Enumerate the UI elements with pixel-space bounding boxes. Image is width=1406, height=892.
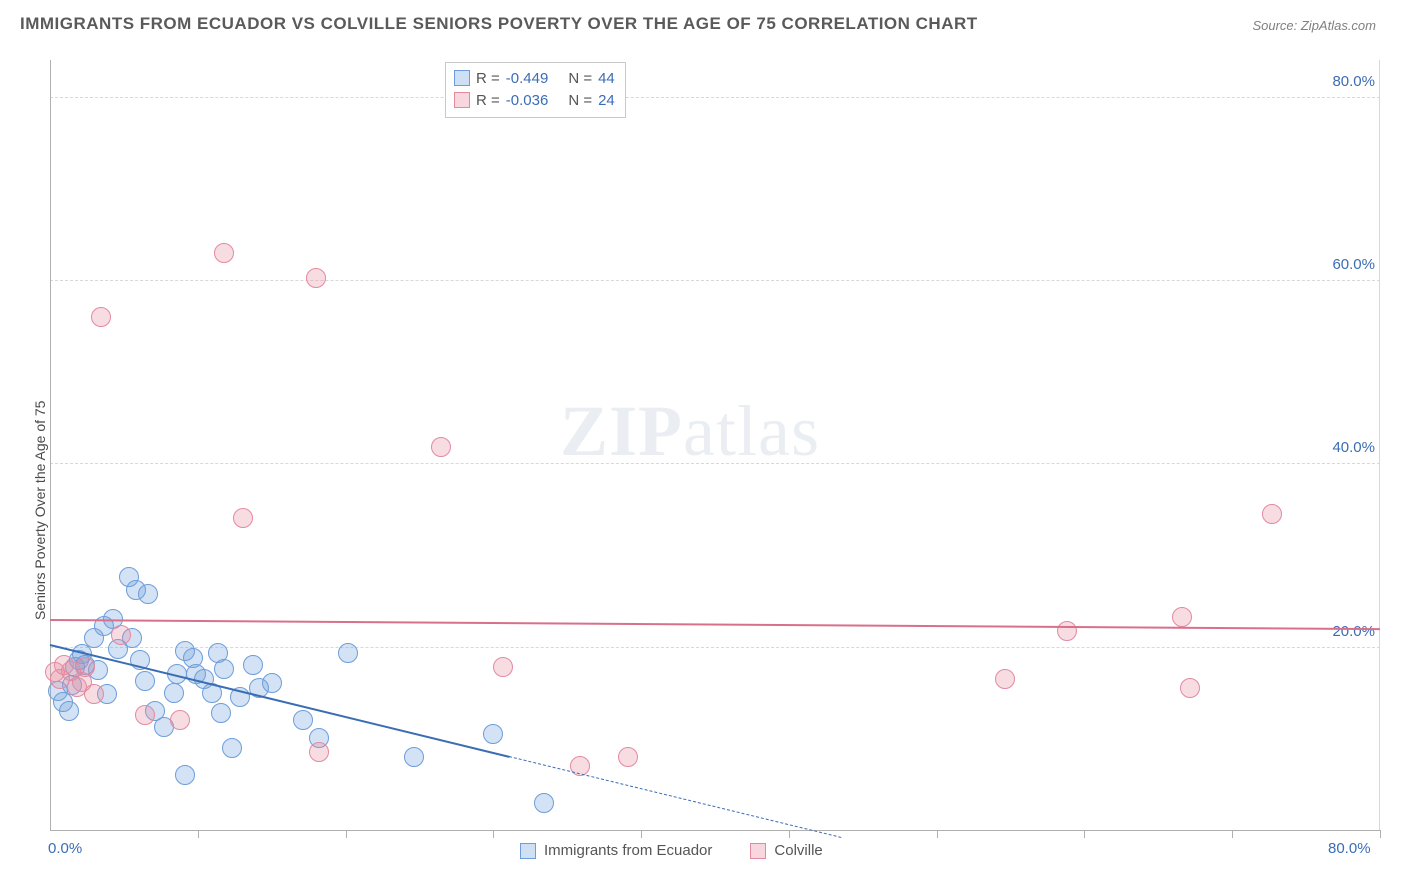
legend-item: Colville [750, 842, 822, 859]
data-point-ecuador [214, 659, 234, 679]
data-point-ecuador [211, 703, 231, 723]
legend-swatch [750, 843, 766, 859]
gridline [50, 647, 1380, 648]
data-point-colville [91, 307, 111, 327]
data-point-ecuador [483, 724, 503, 744]
legend-item: Immigrants from Ecuador [520, 842, 712, 859]
data-point-colville [306, 268, 326, 288]
right-border [1379, 60, 1380, 830]
x-tick-mark [493, 830, 494, 838]
n-label: N = [568, 92, 592, 109]
data-point-ecuador [262, 673, 282, 693]
x-max-label: 80.0% [1328, 840, 1371, 857]
stat-row: R = -0.449 N = 44 [454, 67, 615, 89]
data-point-colville [618, 747, 638, 767]
source-label: Source: [1252, 18, 1300, 33]
data-point-ecuador [135, 671, 155, 691]
bottom-legend: Immigrants from Ecuador Colville [520, 842, 851, 859]
data-point-colville [1057, 621, 1077, 641]
data-point-colville [1262, 504, 1282, 524]
data-point-ecuador [243, 655, 263, 675]
data-point-ecuador [293, 710, 313, 730]
r-label: R = [476, 70, 500, 87]
data-point-colville [233, 508, 253, 528]
data-point-colville [1180, 678, 1200, 698]
legend-swatch [520, 843, 536, 859]
y-tick-label: 60.0% [1320, 256, 1375, 273]
gridline [50, 280, 1380, 281]
data-point-colville [84, 684, 104, 704]
x-tick-mark [1380, 830, 1381, 838]
y-axis-line [50, 60, 51, 830]
n-value: 24 [598, 92, 615, 109]
x-tick-mark [641, 830, 642, 838]
scatter-plot-area: 20.0%40.0%60.0%80.0%0.0%80.0% [50, 60, 1380, 830]
data-point-ecuador [222, 738, 242, 758]
data-point-colville [995, 669, 1015, 689]
y-tick-label: 20.0% [1320, 623, 1375, 640]
source-attribution: Source: ZipAtlas.com [1252, 18, 1376, 33]
data-point-ecuador [59, 701, 79, 721]
legend-swatch [454, 92, 470, 108]
data-point-ecuador [534, 793, 554, 813]
data-point-colville [214, 243, 234, 263]
y-tick-label: 80.0% [1320, 73, 1375, 90]
data-point-colville [493, 657, 513, 677]
x-tick-mark [346, 830, 347, 838]
x-tick-mark [198, 830, 199, 838]
legend-swatch [454, 70, 470, 86]
data-point-ecuador [175, 765, 195, 785]
data-point-ecuador [338, 643, 358, 663]
n-label: N = [568, 70, 592, 87]
data-point-colville [75, 657, 95, 677]
data-point-colville [111, 625, 131, 645]
data-point-ecuador [404, 747, 424, 767]
data-point-colville [431, 437, 451, 457]
stat-row: R = -0.036 N = 24 [454, 89, 615, 111]
data-point-colville [135, 705, 155, 725]
data-point-colville [1172, 607, 1192, 627]
r-label: R = [476, 92, 500, 109]
y-axis-label: Seniors Poverty Over the Age of 75 [32, 401, 48, 620]
x-tick-mark [789, 830, 790, 838]
r-value: -0.449 [506, 70, 549, 87]
x-tick-mark [1232, 830, 1233, 838]
gridline [50, 463, 1380, 464]
trend-line-extension [509, 756, 842, 838]
x-tick-mark [937, 830, 938, 838]
data-point-ecuador [164, 683, 184, 703]
legend-label: Colville [774, 842, 822, 859]
data-point-colville [170, 710, 190, 730]
data-point-ecuador [138, 584, 158, 604]
gridline [50, 97, 1380, 98]
x-axis-line [50, 830, 1380, 831]
r-value: -0.036 [506, 92, 549, 109]
legend-label: Immigrants from Ecuador [544, 842, 712, 859]
source-value: ZipAtlas.com [1301, 18, 1376, 33]
trend-line [50, 644, 510, 758]
y-tick-label: 40.0% [1320, 439, 1375, 456]
x-tick-mark [1084, 830, 1085, 838]
x-min-label: 0.0% [48, 840, 82, 857]
correlation-stats-box: R = -0.449 N = 44 R = -0.036 N = 24 [445, 62, 626, 118]
data-point-colville [309, 742, 329, 762]
n-value: 44 [598, 70, 615, 87]
chart-title: IMMIGRANTS FROM ECUADOR VS COLVILLE SENI… [20, 14, 978, 34]
